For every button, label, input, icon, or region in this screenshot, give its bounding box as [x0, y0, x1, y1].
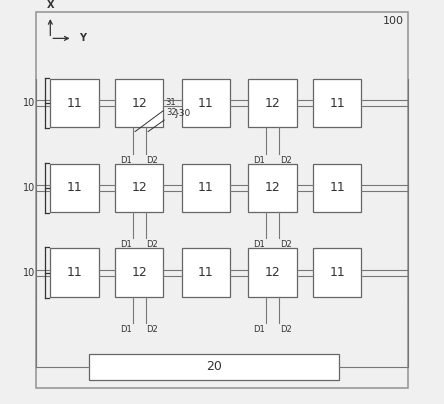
Bar	[248, 164, 297, 212]
Text: D2: D2	[280, 240, 292, 249]
Text: 31: 31	[166, 98, 176, 107]
Bar	[313, 164, 361, 212]
Bar	[248, 79, 297, 127]
Bar	[50, 164, 99, 212]
Text: D1: D1	[254, 156, 265, 164]
Text: 11: 11	[329, 181, 345, 194]
Text: Y: Y	[79, 34, 86, 43]
Bar	[182, 248, 230, 297]
Text: 11: 11	[67, 266, 83, 279]
Text: 11: 11	[198, 181, 214, 194]
Bar	[182, 79, 230, 127]
Text: 11: 11	[329, 266, 345, 279]
Text: D1: D1	[254, 325, 265, 334]
Text: D1: D1	[120, 240, 132, 249]
Bar	[313, 79, 361, 127]
Text: D2: D2	[147, 240, 158, 249]
Bar	[50, 79, 99, 127]
Bar	[50, 248, 99, 297]
Text: }30: }30	[174, 109, 191, 118]
Bar	[182, 164, 230, 212]
Text: 11: 11	[198, 266, 214, 279]
Text: 20: 20	[206, 360, 222, 373]
Text: 11: 11	[198, 97, 214, 109]
Text: 12: 12	[131, 97, 147, 109]
Text: D2: D2	[147, 156, 158, 164]
Text: 12: 12	[265, 266, 280, 279]
Text: 12: 12	[131, 181, 147, 194]
Text: D2: D2	[280, 156, 292, 164]
Bar	[248, 248, 297, 297]
Bar	[115, 79, 163, 127]
Text: D1: D1	[254, 240, 265, 249]
Text: 12: 12	[265, 97, 280, 109]
Text: D2: D2	[147, 325, 158, 334]
Text: 11: 11	[67, 97, 83, 109]
Text: D2: D2	[280, 325, 292, 334]
Text: 11: 11	[329, 97, 345, 109]
Text: X: X	[47, 0, 54, 10]
Text: 32: 32	[166, 108, 177, 117]
Text: 12: 12	[131, 266, 147, 279]
Text: 100: 100	[383, 16, 404, 26]
Text: 10: 10	[23, 268, 35, 278]
Text: D1: D1	[120, 156, 132, 164]
Text: 10: 10	[23, 98, 35, 108]
Bar	[313, 248, 361, 297]
Bar	[115, 248, 163, 297]
Text: 10: 10	[23, 183, 35, 193]
Text: 12: 12	[265, 181, 280, 194]
Bar	[89, 354, 339, 380]
Text: D1: D1	[120, 325, 132, 334]
Text: 11: 11	[67, 181, 83, 194]
Bar	[115, 164, 163, 212]
